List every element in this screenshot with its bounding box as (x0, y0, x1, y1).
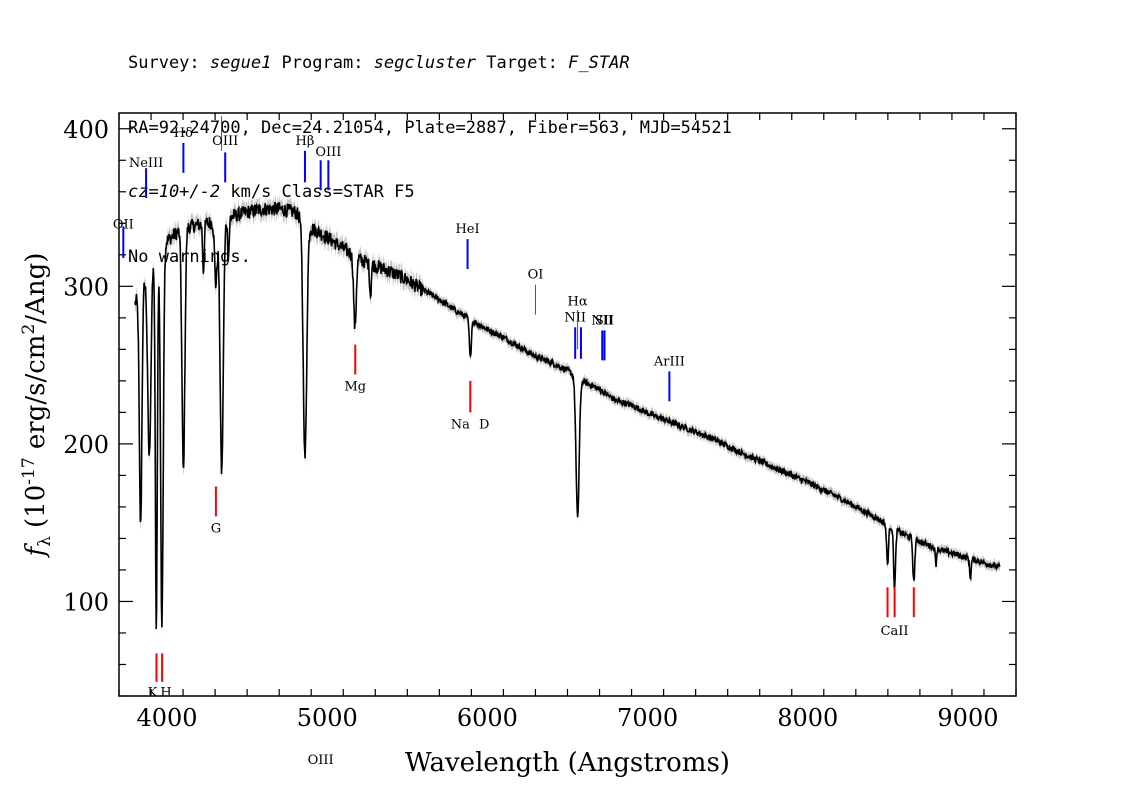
emission-label: HeI (455, 222, 479, 237)
emission-label: OI (528, 268, 544, 283)
emission-label: Hβ (296, 134, 315, 149)
y-axis-label: fλ(10-17 erg/s/cm2/Ang) (19, 253, 55, 559)
y-tick-label: 100 (63, 588, 109, 616)
x-tick-label: 5000 (297, 704, 358, 732)
emission-label: SII (595, 313, 614, 328)
error-band (135, 194, 1000, 637)
spectrum-line (134, 201, 1001, 630)
header-line-survey: Survey: segue1 Program: segcluster Targe… (128, 53, 732, 75)
emission-label: OII (113, 217, 134, 232)
x-tick-label: 8000 (777, 704, 838, 732)
absorption-label: D (479, 417, 489, 432)
y-label-main: (10 (21, 485, 51, 528)
y-label-exp2: 2 (19, 324, 39, 335)
target-label: Target: (476, 53, 569, 73)
x-tick-label: 9000 (937, 704, 998, 732)
program-value: segcluster (373, 53, 477, 73)
class-text: km/s Class=STAR F5 (220, 182, 415, 202)
x-tick-label: 7000 (617, 704, 678, 732)
spectrum-layer (134, 201, 1001, 630)
emission-label: ArIII (653, 354, 685, 369)
y-tick-label: 200 (63, 431, 109, 459)
x-tick-label: 4000 (137, 704, 198, 732)
x-axis-label: Wavelength (Angstroms) (405, 748, 730, 778)
absorption-label: H (160, 685, 171, 700)
redshift-value: cz=10+/-2 (128, 182, 221, 202)
absorption-label: Mg (344, 380, 366, 395)
y-label-sub: λ (35, 536, 55, 547)
absorption-label: K (148, 685, 158, 700)
emission-label: NII (564, 310, 586, 325)
y-label-end: /Ang) (21, 253, 51, 324)
y-tick-label: 300 (63, 273, 109, 301)
y-label-units: erg/s/cm (21, 335, 51, 458)
emission-label: Hδ (174, 126, 193, 141)
emission-label: OIII (315, 145, 341, 160)
plot-frame (118, 112, 1017, 697)
error-band-layer (135, 194, 1000, 637)
target-value: F_STAR (568, 53, 630, 73)
absorption-label: G (211, 521, 221, 536)
survey-value: segue1 (209, 53, 272, 73)
emission-label: OIII (212, 134, 238, 149)
y-tick-label: 400 (63, 116, 109, 144)
emission-label: NII (591, 313, 613, 328)
axis-ticks-layer: 4000 5000 6000 7000 8000 9000 100 200 300 400 (63, 113, 1017, 732)
header-line-coords: RA=92.24700, Dec=24.21054, Plate=2887, F… (128, 117, 732, 138)
emission-label: Hα (568, 295, 588, 310)
spectrum-header: Survey: segue1 Program: segcluster Targe… (128, 10, 732, 290)
absorption-label: CaII (881, 624, 909, 639)
header-line-class: cz=10+/-2 km/s Class=STAR F5 (128, 182, 732, 204)
y-label-exp: -17 (19, 457, 39, 484)
x-tick-label: 6000 (457, 704, 518, 732)
survey-label: Survey: (128, 53, 210, 73)
absorption-label: Na (451, 417, 470, 432)
emission-label: NeIII (129, 156, 163, 171)
program-label: Program: (271, 53, 374, 73)
emission-label: OIII (308, 753, 334, 768)
